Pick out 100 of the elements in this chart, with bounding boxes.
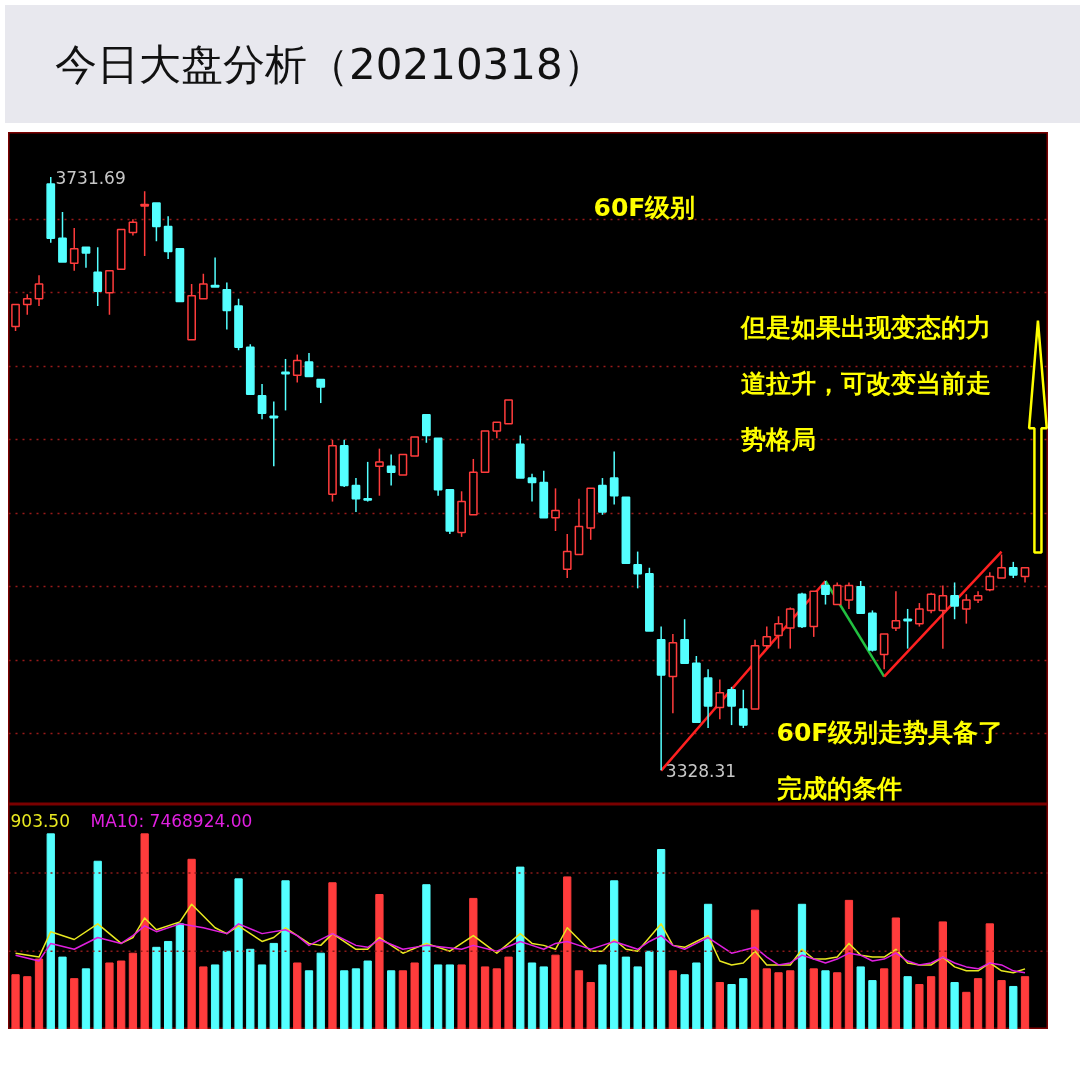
- candlestick: [152, 202, 161, 243]
- bar: [222, 950, 231, 1029]
- bar: [46, 833, 55, 1029]
- bar: [668, 970, 678, 1029]
- bar: [551, 954, 560, 1029]
- bar: [973, 978, 983, 1029]
- candlestick: [222, 281, 232, 331]
- candlestick: [562, 533, 572, 579]
- bar: [774, 972, 783, 1029]
- bar: [34, 958, 44, 1029]
- candlestick: [997, 553, 1006, 579]
- bar: [715, 982, 724, 1029]
- bar: [140, 833, 149, 1029]
- annotation: 但是如果出现变态的力道拉升，可改变当前走势格局: [739, 313, 991, 454]
- bar: [433, 964, 443, 1029]
- bar: [657, 849, 666, 1029]
- bar: [527, 962, 537, 1029]
- bar: [316, 952, 325, 1029]
- candlestick: [504, 399, 513, 425]
- bar: [727, 984, 736, 1029]
- candlestick: [22, 293, 32, 316]
- bar: [926, 976, 936, 1029]
- candlestick: [938, 584, 948, 650]
- candlestick: [821, 580, 830, 606]
- bar: [480, 966, 490, 1029]
- bar: [692, 962, 701, 1029]
- bar: [985, 923, 994, 1029]
- candlestick: [891, 590, 901, 632]
- bar: [340, 970, 349, 1029]
- bar: [1020, 976, 1030, 1029]
- bar: [809, 968, 818, 1029]
- candlestick: [914, 602, 924, 628]
- bar: [23, 976, 32, 1029]
- candlestick: [292, 353, 302, 384]
- candlestick: [34, 274, 44, 307]
- bar: [762, 968, 771, 1029]
- bar: [750, 909, 760, 1029]
- candlestick: [680, 618, 690, 665]
- bar: [962, 991, 971, 1029]
- bar: [70, 978, 79, 1029]
- bar: [351, 968, 361, 1029]
- candlestick: [210, 256, 220, 288]
- candlestick: [316, 378, 326, 404]
- bar: [833, 972, 842, 1029]
- bar: [281, 880, 290, 1029]
- candlestick: [832, 581, 842, 606]
- candlestick: [527, 472, 537, 503]
- bar: [868, 980, 877, 1029]
- candlestick: [105, 269, 114, 316]
- bar: [199, 966, 208, 1029]
- bar: [903, 976, 912, 1029]
- candlestick: [785, 606, 795, 650]
- candlestick: [903, 608, 913, 650]
- bar: [375, 894, 384, 1029]
- bar: [387, 970, 396, 1029]
- text: 903.50: [10, 811, 70, 831]
- candlestick: [281, 358, 290, 412]
- bar: [246, 948, 255, 1029]
- bar: [574, 970, 584, 1029]
- bar: [598, 964, 607, 1029]
- bar: [516, 866, 525, 1029]
- bar: [844, 899, 854, 1029]
- bar: [175, 923, 185, 1029]
- bar: [680, 974, 689, 1029]
- bar: [457, 964, 466, 1029]
- bar: [269, 942, 278, 1029]
- bar: [586, 982, 595, 1029]
- bar: [234, 878, 243, 1029]
- bar: [703, 903, 713, 1029]
- bar: [187, 858, 196, 1029]
- annotation: 60F级别: [593, 193, 696, 222]
- bar: [445, 964, 454, 1029]
- bar: [152, 946, 161, 1029]
- candlestick: [93, 246, 103, 307]
- bar: [856, 966, 865, 1029]
- bar: [117, 960, 126, 1029]
- bar: [950, 982, 959, 1029]
- candlestick: [738, 689, 748, 729]
- candlestick: [140, 190, 150, 257]
- annotation: 3731.69: [55, 167, 126, 188]
- candlestick: [398, 453, 408, 476]
- bar: [210, 964, 220, 1029]
- bar: [621, 956, 631, 1029]
- bar: [821, 970, 830, 1029]
- candlestick: [633, 550, 643, 590]
- bar: [105, 962, 114, 1029]
- bar: [645, 950, 654, 1029]
- bar: [164, 940, 173, 1029]
- candlestick: [386, 453, 396, 487]
- bar: [786, 970, 795, 1029]
- candlestick: [961, 593, 971, 625]
- candlestick: [69, 227, 79, 272]
- candlestick: [81, 246, 91, 269]
- bar: [81, 968, 91, 1029]
- bar: [492, 968, 501, 1029]
- annotation: 60F级别走势具备了完成的条件: [776, 718, 1004, 803]
- bar: [633, 966, 642, 1029]
- bar: [328, 882, 337, 1029]
- annotation: 3328.31: [665, 760, 737, 781]
- candlestick: [844, 581, 854, 610]
